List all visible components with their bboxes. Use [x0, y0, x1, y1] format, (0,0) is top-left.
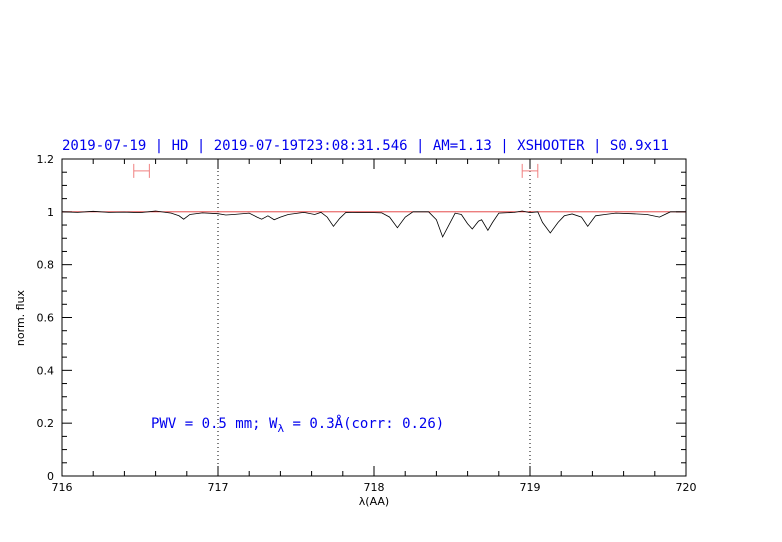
chart-title: 2019-07-19 | HD | 2019-07-19T23:08:31.54… [62, 138, 669, 154]
annotation-suffix: = 0.3Å(corr: 0.26) [284, 415, 444, 432]
annotation-prefix: PWV = 0.5 mm; W [151, 416, 278, 432]
x-tick-label: 717 [208, 481, 229, 494]
pwv-annotation: PWV = 0.5 mm; Wλ = 0.3Å(corr: 0.26) [151, 415, 444, 435]
y-tick-label: 0.6 [37, 312, 55, 325]
spectrum-line [61, 210, 686, 238]
y-tick-label: 0 [47, 470, 54, 483]
y-tick-label: 0.4 [37, 364, 55, 377]
y-tick-label: 0.8 [37, 259, 55, 272]
x-tick-label: 718 [364, 481, 385, 494]
y-tick-label: 1 [47, 206, 54, 219]
x-axis-label: λ(AA) [359, 495, 389, 508]
x-tick-label: 719 [520, 481, 541, 494]
y-axis-label: norm. flux [14, 289, 27, 346]
y-tick-label: 0.2 [37, 417, 55, 430]
x-tick-label: 716 [52, 481, 73, 494]
y-tick-label: 1.2 [37, 153, 55, 166]
annotation-sub: λ [277, 422, 284, 435]
x-tick-label: 720 [676, 481, 697, 494]
